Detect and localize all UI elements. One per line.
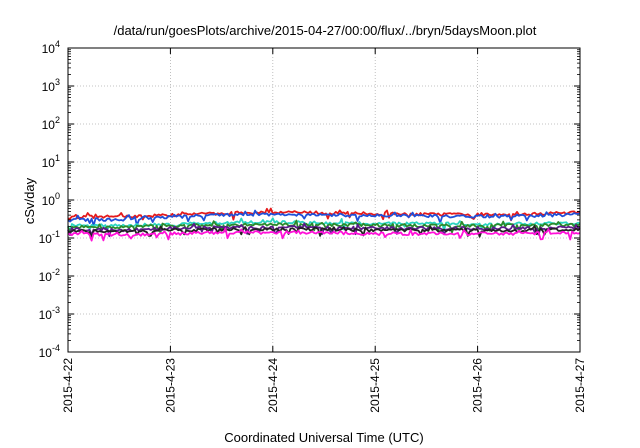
y-tick-label: 10-4: [39, 343, 60, 360]
grid-lines: [68, 48, 580, 352]
y-axis-label: cSv/day: [22, 177, 37, 224]
y-tick-label: 10-1: [39, 229, 60, 246]
series-line-6: [67, 225, 581, 239]
plot-frame: [67, 47, 581, 353]
y-tick-label: 102: [42, 115, 60, 132]
chart-title: /data/run/goesPlots/archive/2015-04-27/0…: [114, 23, 537, 38]
x-tick-label: 2015-4-25: [368, 358, 382, 413]
y-tick-labels: 10-4 10-3 10-2 10-1 100 101 102 103 104: [39, 39, 60, 360]
y-tick-label: 10-3: [39, 305, 60, 322]
series-line-2: [67, 209, 581, 227]
y-tick-label: 10-2: [39, 267, 60, 284]
x-tick-label: 2015-4-24: [266, 358, 280, 413]
series-lines: [67, 207, 581, 242]
series-line-4: [67, 219, 581, 234]
y-tick-label: 100: [42, 191, 60, 208]
x-tick-label: 2015-4-27: [573, 358, 587, 413]
y-tick-label: 101: [42, 153, 60, 170]
x-tick-labels: 2015-4-22 2015-4-23 2015-4-24 2015-4-25 2015…: [61, 358, 587, 413]
y-tick-label: 103: [42, 77, 60, 94]
x-tick-label: 2015-4-22: [61, 358, 75, 413]
x-axis-label: Coordinated Universal Time (UTC): [224, 430, 423, 445]
x-tick-label: 2015-4-23: [163, 358, 177, 413]
series-line-7: [67, 227, 581, 242]
y-tick-label: 104: [42, 39, 60, 56]
x-tick-label: 2015-4-26: [471, 358, 485, 413]
axes: [67, 47, 581, 353]
